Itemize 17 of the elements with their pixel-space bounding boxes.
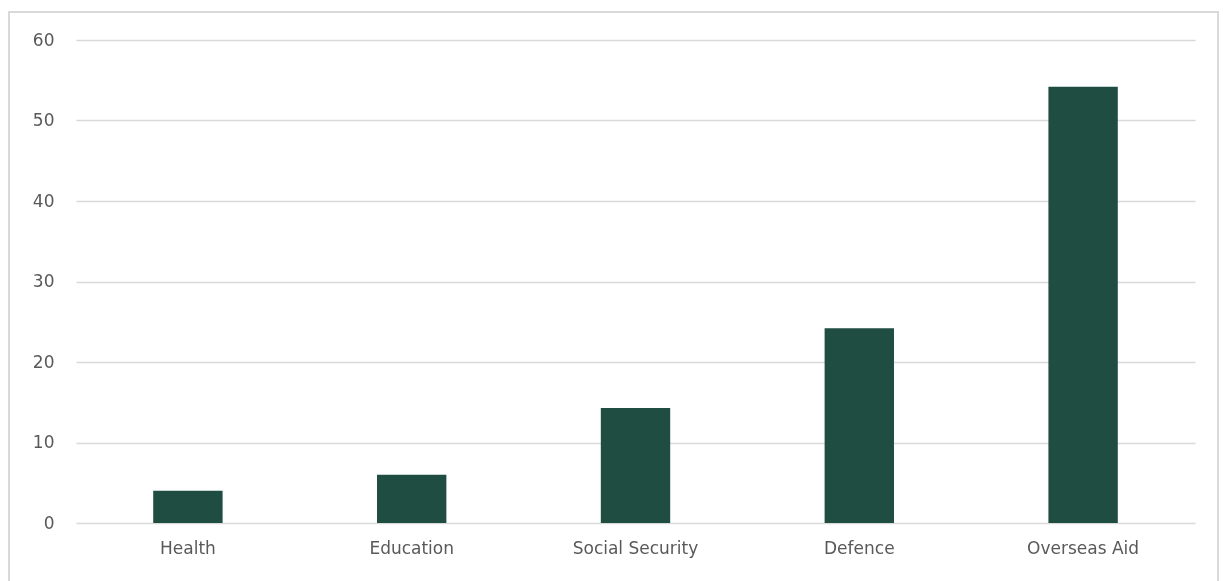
- y-tick-label: 60: [32, 29, 55, 50]
- bar: [600, 407, 671, 523]
- y-tick-label: 20: [32, 351, 55, 372]
- y-tick-label: 40: [32, 190, 55, 211]
- x-tick-label: Health: [159, 537, 216, 558]
- bar: [377, 474, 447, 523]
- bar: [153, 490, 223, 523]
- x-tick-label: Defence: [824, 537, 895, 558]
- bar: [824, 328, 894, 523]
- x-tick-label: Overseas Aid: [1027, 537, 1140, 558]
- y-tick-label: 10: [32, 432, 55, 452]
- x-tick-label: Education: [369, 537, 455, 558]
- y-tick-label: 0: [43, 512, 55, 533]
- y-tick-label: 50: [32, 110, 55, 130]
- bar: [1048, 86, 1118, 523]
- y-tick-label: 30: [32, 271, 55, 291]
- x-tick-label: Social Security: [572, 537, 699, 558]
